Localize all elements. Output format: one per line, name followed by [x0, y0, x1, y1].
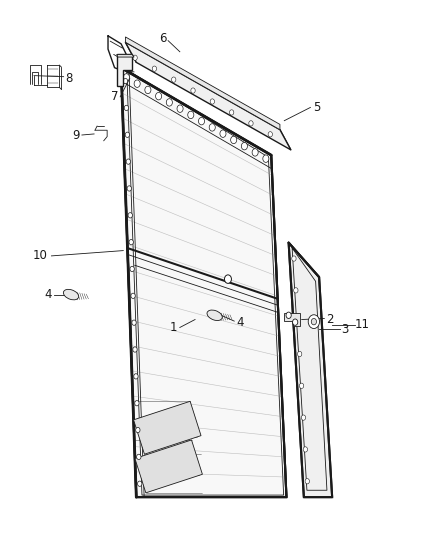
Circle shape [137, 454, 141, 459]
Circle shape [172, 77, 176, 82]
Circle shape [155, 92, 162, 100]
Ellipse shape [207, 310, 222, 320]
Polygon shape [117, 54, 134, 57]
Circle shape [124, 74, 130, 81]
Circle shape [188, 111, 194, 119]
Circle shape [132, 320, 136, 325]
Circle shape [209, 124, 215, 131]
Polygon shape [117, 54, 132, 86]
Text: 10: 10 [33, 249, 48, 262]
Polygon shape [284, 313, 300, 326]
Circle shape [292, 256, 296, 261]
Circle shape [268, 132, 272, 137]
Text: 4: 4 [45, 288, 52, 301]
Circle shape [308, 315, 320, 328]
Circle shape [252, 149, 258, 156]
Text: 4: 4 [236, 316, 244, 329]
Circle shape [191, 88, 195, 93]
Circle shape [225, 275, 231, 284]
Circle shape [301, 415, 306, 420]
Circle shape [293, 319, 298, 325]
Polygon shape [289, 243, 332, 497]
Text: 8: 8 [65, 72, 73, 85]
Circle shape [130, 266, 134, 272]
Circle shape [145, 86, 151, 94]
Circle shape [177, 105, 183, 112]
Text: 7: 7 [111, 90, 118, 103]
Circle shape [286, 312, 291, 318]
Circle shape [198, 117, 205, 125]
Circle shape [124, 106, 129, 110]
Circle shape [136, 427, 140, 433]
Polygon shape [134, 401, 201, 454]
Circle shape [134, 80, 140, 87]
Polygon shape [121, 68, 286, 497]
Text: 6: 6 [159, 32, 166, 45]
Circle shape [126, 159, 131, 164]
Circle shape [241, 142, 247, 150]
Circle shape [297, 351, 302, 357]
Circle shape [131, 293, 135, 298]
Circle shape [293, 288, 298, 293]
Ellipse shape [64, 289, 79, 300]
Circle shape [305, 479, 309, 484]
Circle shape [129, 239, 133, 245]
Text: 2: 2 [326, 313, 334, 326]
Polygon shape [125, 42, 291, 150]
Text: 3: 3 [342, 322, 349, 336]
Text: 11: 11 [354, 318, 369, 332]
Circle shape [128, 213, 132, 218]
Circle shape [231, 136, 237, 143]
Circle shape [230, 110, 234, 115]
Circle shape [138, 481, 142, 487]
Circle shape [210, 99, 215, 104]
Circle shape [311, 318, 317, 325]
Circle shape [166, 99, 173, 106]
Circle shape [263, 155, 269, 163]
Circle shape [152, 66, 156, 71]
Circle shape [125, 132, 130, 138]
Circle shape [127, 186, 131, 191]
Circle shape [133, 347, 137, 352]
Circle shape [220, 130, 226, 138]
Circle shape [303, 447, 307, 452]
Polygon shape [125, 37, 280, 130]
Text: 1: 1 [170, 321, 177, 334]
Polygon shape [135, 440, 202, 493]
Text: 9: 9 [73, 128, 80, 141]
Text: 5: 5 [313, 101, 321, 114]
Circle shape [249, 120, 253, 126]
Circle shape [123, 78, 127, 84]
Circle shape [134, 374, 138, 379]
Circle shape [135, 400, 139, 406]
Circle shape [296, 319, 300, 325]
Circle shape [300, 383, 304, 389]
Circle shape [133, 55, 137, 60]
